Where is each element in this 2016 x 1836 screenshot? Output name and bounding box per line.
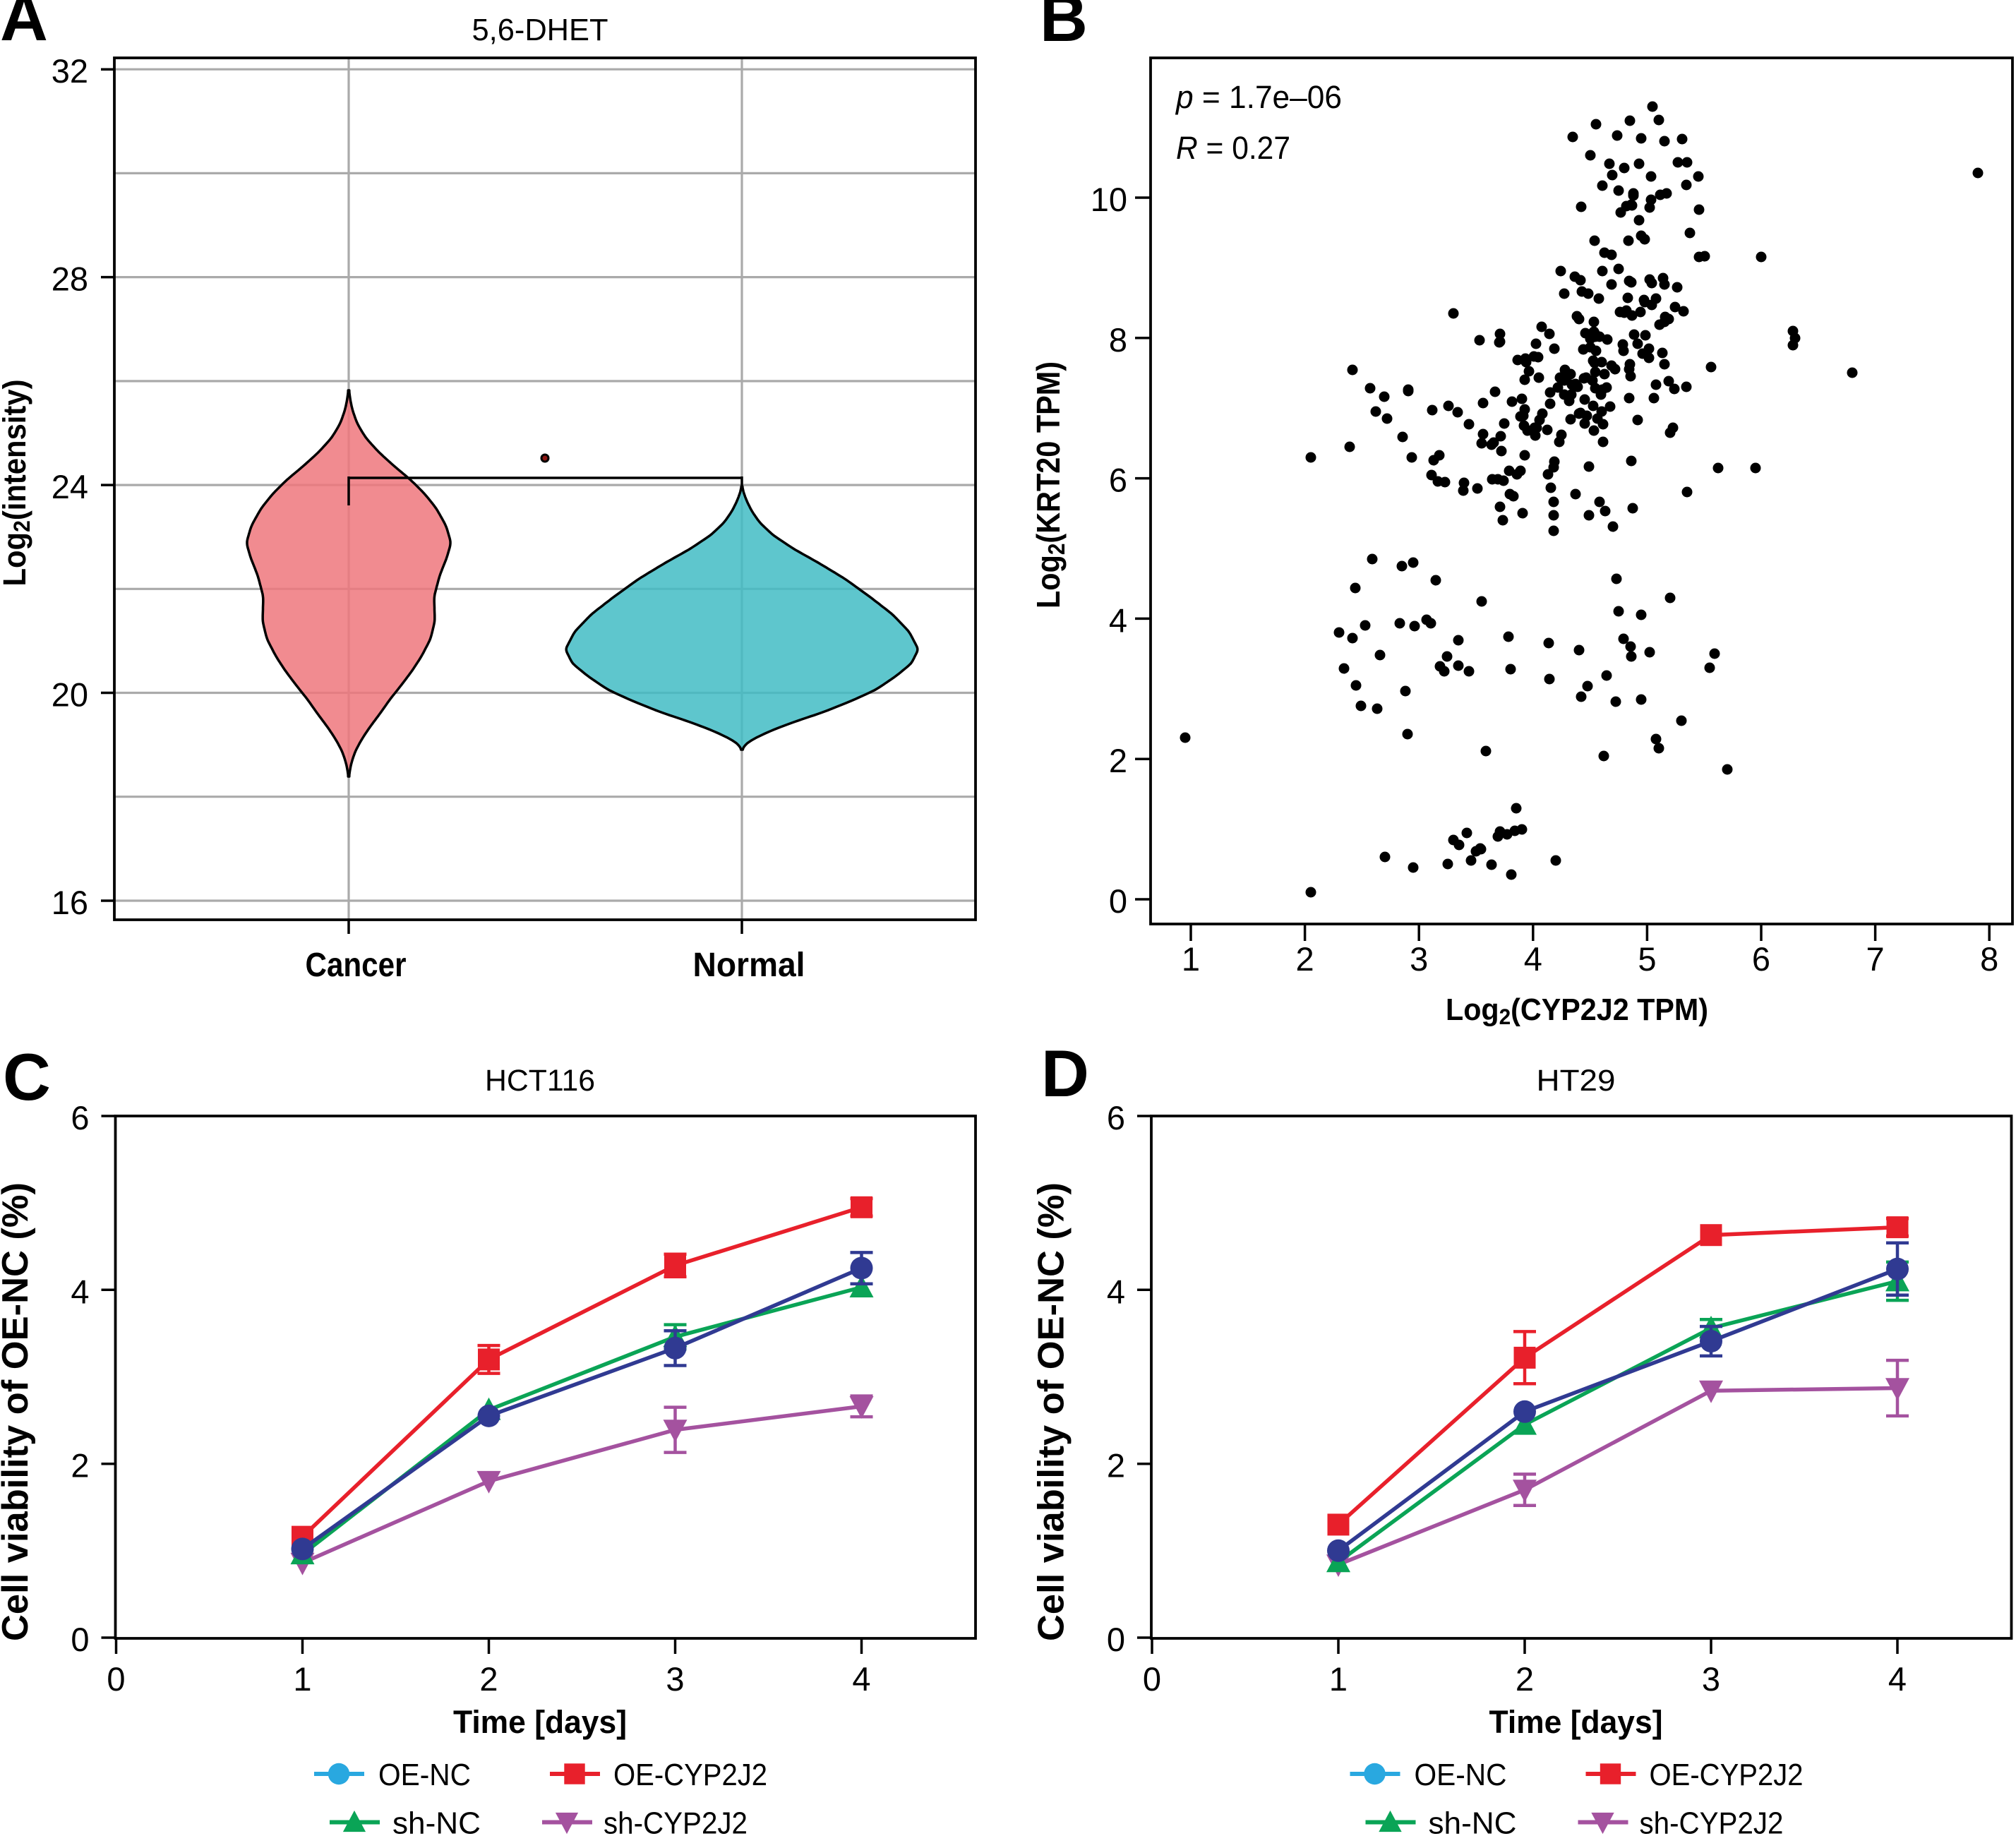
svg-text:2: 2 [71,1447,89,1484]
svg-text:p = 1.7e–06: p = 1.7e–06 [1175,79,1342,115]
svg-text:0: 0 [71,1621,89,1658]
svg-text:sh-CYP2J2: sh-CYP2J2 [1640,1806,1784,1836]
svg-text:4: 4 [71,1273,89,1310]
svg-text:Log2(KRT20 TPM): Log2(KRT20 TPM) [1030,361,1070,608]
svg-text:0: 0 [107,1660,125,1698]
svg-text:2: 2 [1107,1447,1125,1484]
svg-text:4: 4 [1109,601,1127,639]
svg-text:sh-NC: sh-NC [392,1806,481,1836]
svg-text:3: 3 [1410,940,1428,978]
svg-text:0: 0 [1143,1660,1161,1698]
svg-text:HCT116: HCT116 [485,1064,595,1098]
svg-text:16: 16 [52,884,88,921]
svg-text:1: 1 [1329,1660,1348,1698]
svg-text:D: D [1041,1036,1089,1110]
svg-text:R = 0.27: R = 0.27 [1176,130,1290,166]
svg-text:4: 4 [1107,1273,1125,1310]
svg-text:1: 1 [293,1660,311,1698]
svg-text:Time [days]: Time [days] [453,1704,627,1740]
svg-text:20: 20 [52,676,88,714]
svg-text:B: B [1040,0,1088,55]
svg-text:Cancer: Cancer [306,947,407,984]
svg-text:sh-CYP2J2: sh-CYP2J2 [604,1806,748,1836]
svg-text:OE-CYP2J2: OE-CYP2J2 [1650,1758,1804,1792]
svg-text:Log2(intensity): Log2(intensity) [0,380,35,587]
svg-text:4: 4 [1524,940,1542,978]
svg-text:2: 2 [479,1660,498,1698]
svg-text:1: 1 [1182,940,1200,978]
svg-text:6: 6 [1109,462,1127,499]
svg-text:sh-NC: sh-NC [1429,1806,1517,1836]
svg-text:8: 8 [1980,940,1998,978]
svg-text:32: 32 [52,52,88,90]
svg-text:Log2(CYP2J2 TPM): Log2(CYP2J2 TPM) [1446,992,1708,1029]
svg-text:2: 2 [1296,940,1314,978]
svg-text:OE-CYP2J2: OE-CYP2J2 [613,1758,767,1792]
svg-text:C: C [3,1040,51,1114]
svg-text:3: 3 [1702,1660,1720,1698]
svg-text:4: 4 [852,1660,870,1698]
svg-text:10: 10 [1091,181,1127,218]
svg-text:Cell viability of OE-NC (%): Cell viability of OE-NC (%) [1031,1182,1072,1641]
svg-text:6: 6 [1752,940,1770,978]
svg-text:6: 6 [71,1099,89,1136]
svg-text:A: A [0,0,48,54]
svg-text:0: 0 [1107,1621,1125,1658]
svg-text:Time [days]: Time [days] [1489,1704,1663,1740]
svg-text:HT29: HT29 [1537,1064,1616,1098]
svg-text:7: 7 [1866,940,1885,978]
svg-text:28: 28 [52,260,88,298]
svg-text:Normal: Normal [693,947,805,984]
svg-text:2: 2 [1516,1660,1534,1698]
svg-text:8: 8 [1109,321,1127,359]
svg-text:5,6-DHET: 5,6-DHET [472,13,608,47]
svg-text:OE-NC: OE-NC [378,1758,471,1792]
svg-text:24: 24 [52,468,88,505]
svg-text:3: 3 [666,1660,684,1698]
svg-text:Cell viability of OE-NC (%): Cell viability of OE-NC (%) [0,1182,36,1641]
svg-text:OE-NC: OE-NC [1415,1758,1507,1792]
svg-text:4: 4 [1888,1660,1907,1698]
svg-text:0: 0 [1109,882,1127,920]
svg-text:2: 2 [1109,742,1127,779]
svg-text:5: 5 [1638,940,1656,978]
svg-text:6: 6 [1107,1099,1125,1136]
